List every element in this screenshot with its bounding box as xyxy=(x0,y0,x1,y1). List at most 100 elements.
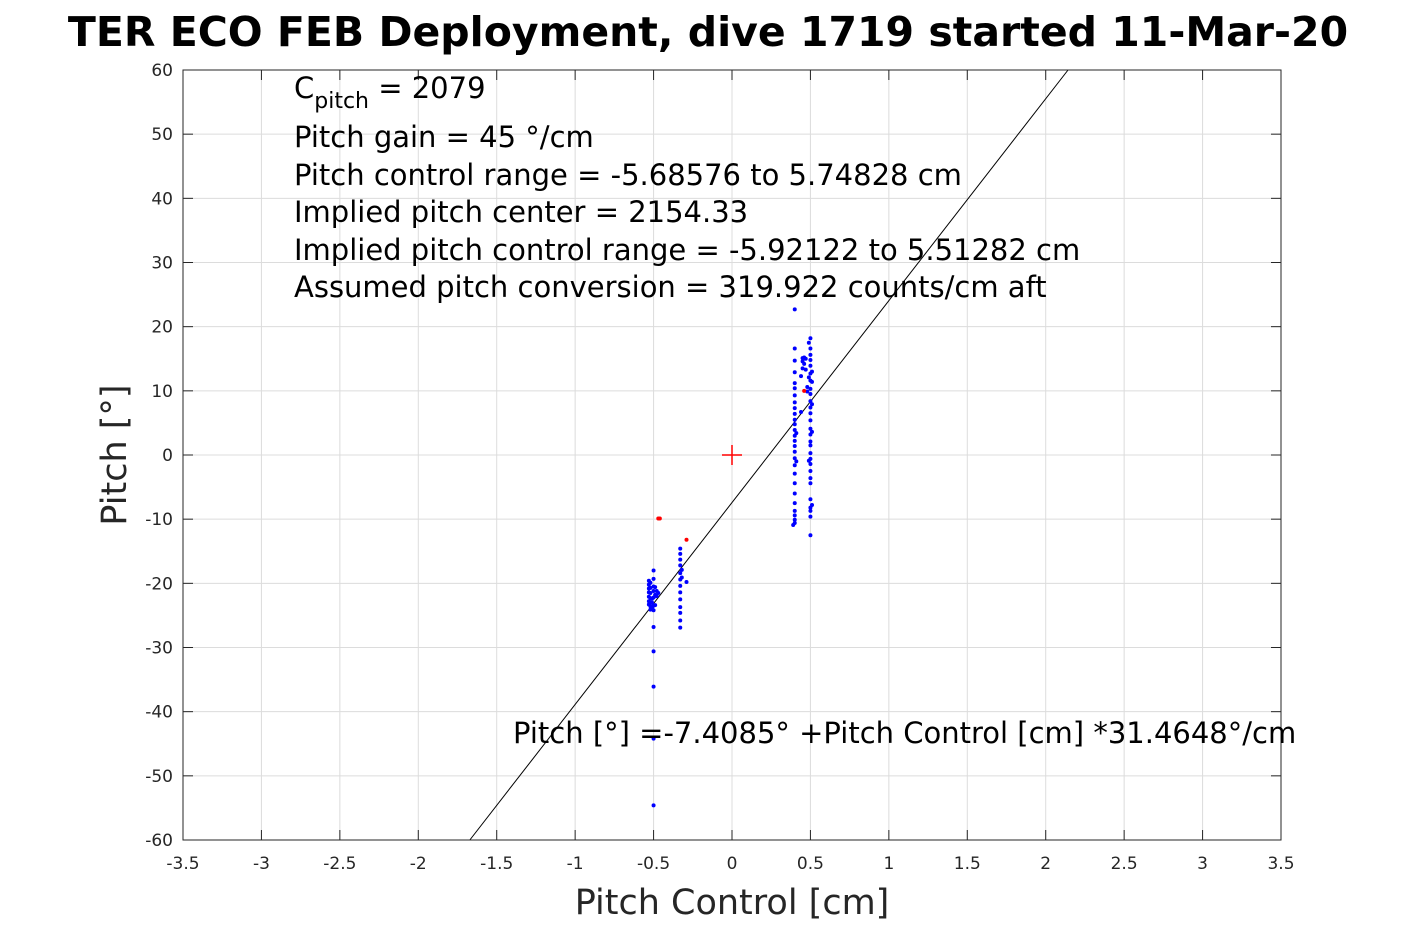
x-tick-label: 3 xyxy=(1197,854,1208,874)
y-tick-label: 50 xyxy=(151,125,173,145)
data-point xyxy=(809,369,814,374)
x-tick-label: -2 xyxy=(410,854,427,874)
data-point xyxy=(678,557,683,562)
data-point xyxy=(648,580,653,585)
data-point xyxy=(794,459,799,464)
data-point xyxy=(808,426,813,431)
data-point xyxy=(651,684,656,689)
x-tick-label: 1.5 xyxy=(954,854,981,874)
data-point xyxy=(684,537,689,542)
data-point xyxy=(805,384,810,389)
annotation-line: Implied pitch control range = -5.92122 t… xyxy=(294,233,1080,267)
data-point xyxy=(808,508,813,513)
data-point xyxy=(679,575,684,580)
data-point xyxy=(651,608,656,613)
data-point xyxy=(678,563,683,568)
data-point xyxy=(792,386,797,391)
y-tick-label: -30 xyxy=(145,639,173,659)
x-tick-label: 2.5 xyxy=(1111,854,1138,874)
data-point xyxy=(808,363,813,368)
data-point xyxy=(792,456,797,461)
data-point xyxy=(808,411,813,416)
data-point xyxy=(792,463,797,468)
data-point xyxy=(678,551,683,556)
data-point xyxy=(802,361,807,366)
data-point xyxy=(792,381,797,386)
data-point xyxy=(678,625,683,630)
data-point xyxy=(792,517,797,522)
data-point xyxy=(684,580,689,585)
data-point xyxy=(678,605,683,610)
data-point xyxy=(805,389,810,394)
x-tick-label: 1 xyxy=(883,854,894,874)
data-point xyxy=(803,356,808,361)
data-point xyxy=(809,379,814,384)
grid-lines xyxy=(182,69,1282,841)
data-point xyxy=(792,427,797,432)
center-marker xyxy=(722,445,742,465)
data-point xyxy=(792,444,797,449)
fit-equation-label: Pitch [°] =-7.4085° +Pitch Control [cm] … xyxy=(513,716,1296,750)
data-point xyxy=(651,803,656,808)
fit-line-layer xyxy=(469,69,1069,841)
annotation-line: Pitch control range = -5.68576 to 5.7482… xyxy=(294,158,962,192)
data-point xyxy=(679,567,684,572)
data-point xyxy=(808,514,813,519)
data-point xyxy=(792,417,797,422)
data-point xyxy=(806,340,811,345)
x-tick-label: -2.5 xyxy=(323,854,356,874)
y-tick-label: 60 xyxy=(151,61,173,81)
y-tick-label: 30 xyxy=(151,254,173,274)
data-point xyxy=(678,597,683,602)
data-point xyxy=(792,346,797,351)
data-point xyxy=(799,374,804,379)
data-point xyxy=(651,589,656,594)
data-point xyxy=(678,546,683,551)
y-tick-label: -40 xyxy=(145,703,173,723)
data-point xyxy=(808,451,813,456)
chart-title: TER ECO FEB Deployment, dive 1719 starte… xyxy=(68,8,1348,56)
data-point xyxy=(651,568,656,573)
data-point xyxy=(792,307,797,312)
data-point xyxy=(808,443,813,448)
data-points xyxy=(646,307,814,808)
y-tick-label: -60 xyxy=(145,831,173,851)
data-point xyxy=(650,600,655,605)
y-tick-labels: 60 50 40 30 20 10 0 -10 -20 -30 -40 -50 -60 xyxy=(145,61,173,851)
data-point xyxy=(808,346,813,351)
data-point xyxy=(799,410,804,415)
data-point xyxy=(808,336,813,341)
axis-ticks xyxy=(182,69,1282,841)
data-point xyxy=(808,358,813,363)
data-point xyxy=(792,513,797,518)
data-point xyxy=(808,386,813,391)
data-point xyxy=(808,533,813,538)
data-point xyxy=(678,590,683,595)
data-point xyxy=(808,392,813,397)
data-point xyxy=(792,508,797,513)
data-point xyxy=(792,449,797,454)
x-tick-label: 2 xyxy=(1040,854,1051,874)
annotation-line: Pitch gain = 45 °/cm xyxy=(294,120,594,154)
data-point xyxy=(792,400,797,405)
annotation-block: Cpitch = 2079 Pitch gain = 45 °/cm Pitch… xyxy=(294,71,1080,304)
data-point xyxy=(678,618,683,623)
y-tick-label: 40 xyxy=(151,189,173,209)
data-point xyxy=(808,399,813,404)
data-point xyxy=(653,603,658,608)
data-point xyxy=(654,594,659,599)
data-point xyxy=(808,461,813,466)
y-axis-label: Pitch [°] xyxy=(95,384,135,525)
y-tick-label: 10 xyxy=(151,382,173,402)
data-point xyxy=(792,491,797,496)
data-point xyxy=(808,405,813,410)
annotation-line: Assumed pitch conversion = 319.922 count… xyxy=(294,270,1047,304)
y-tick-label: 20 xyxy=(151,318,173,338)
data-point xyxy=(806,458,811,463)
x-tick-label: -3.5 xyxy=(166,854,199,874)
data-point xyxy=(792,370,797,375)
annotation-line: Implied pitch center = 2154.33 xyxy=(294,195,748,229)
data-point xyxy=(809,429,814,434)
x-tick-label: -1 xyxy=(567,854,584,874)
